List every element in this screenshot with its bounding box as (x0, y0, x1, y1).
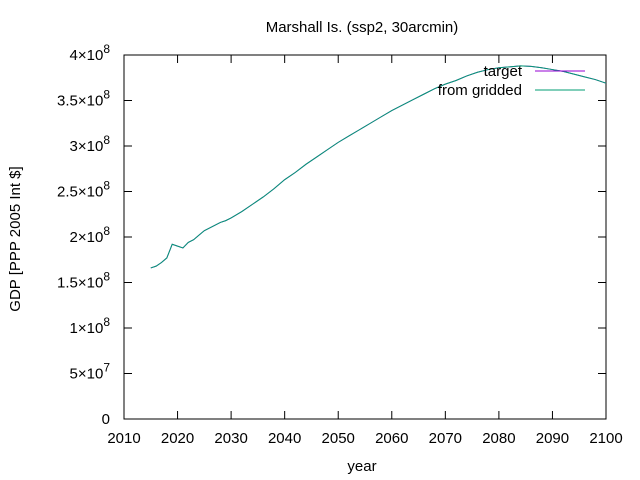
x-tick-label: 2100 (589, 430, 622, 447)
x-axis-label: year (347, 458, 376, 475)
y-tick-exponent: 8 (103, 88, 110, 102)
x-tick-label: 2090 (536, 430, 569, 447)
y-tick-exponent: 8 (103, 315, 110, 329)
y-tick-label: 2×108 (70, 224, 111, 246)
x-tick-label: 2040 (268, 430, 301, 447)
legend-label: from gridded (438, 82, 522, 99)
x-tick-label: 2070 (429, 430, 462, 447)
y-tick-mantissa: 1×10 (70, 320, 104, 337)
x-axis-ticks: 2010 2020 2030 2040 2050 2060 2070 2080 2090 2100 (107, 55, 623, 447)
legend-label: target (484, 63, 523, 80)
y-tick-label: 1.5×108 (57, 270, 110, 292)
series-line-target (150, 65, 607, 269)
x-tick-label: 2010 (107, 430, 140, 447)
y-tick-mantissa: 2×10 (70, 229, 104, 246)
y-tick-label: 3.5×108 (57, 88, 110, 110)
chart-title: Marshall Is. (ssp2, 30arcmin) (266, 19, 459, 36)
y-tick-mantissa: 1.5×10 (57, 275, 103, 292)
y-tick-mantissa: 0 (102, 411, 110, 428)
series-layer (150, 65, 607, 269)
y-tick-exponent: 7 (103, 361, 110, 375)
x-tick-label: 2060 (375, 430, 408, 447)
y-axis-label: GDP [PPP 2005 Int $] (7, 166, 24, 311)
x-tick-label: 2030 (214, 430, 247, 447)
y-tick-label: 0 (102, 411, 110, 428)
y-tick-mantissa: 4×10 (70, 47, 104, 64)
x-tick-label: 2020 (161, 430, 194, 447)
y-tick-mantissa: 3.5×10 (57, 93, 103, 110)
y-tick-label: 4×108 (70, 42, 111, 64)
y-tick-label: 2.5×108 (57, 179, 110, 201)
y-tick-mantissa: 3×10 (70, 138, 104, 155)
y-tick-label: 3×108 (70, 133, 111, 155)
y-tick-exponent: 8 (103, 42, 110, 56)
y-tick-label: 5×107 (70, 361, 111, 383)
y-tick-exponent: 8 (103, 224, 110, 238)
legend: target from gridded (438, 63, 585, 99)
y-tick-exponent: 8 (103, 270, 110, 284)
y-tick-exponent: 8 (103, 133, 110, 147)
x-tick-label: 2050 (322, 430, 355, 447)
series-line-from-gridded (150, 65, 607, 269)
y-tick-mantissa: 5×10 (70, 366, 104, 383)
y-tick-label: 1×108 (70, 315, 111, 337)
x-tick-label: 2080 (482, 430, 515, 447)
y-tick-exponent: 8 (103, 179, 110, 193)
y-axis-ticks: 05×1071×1081.5×1082×1082.5×1083×1083.5×1… (57, 42, 606, 428)
y-tick-mantissa: 2.5×10 (57, 184, 103, 201)
